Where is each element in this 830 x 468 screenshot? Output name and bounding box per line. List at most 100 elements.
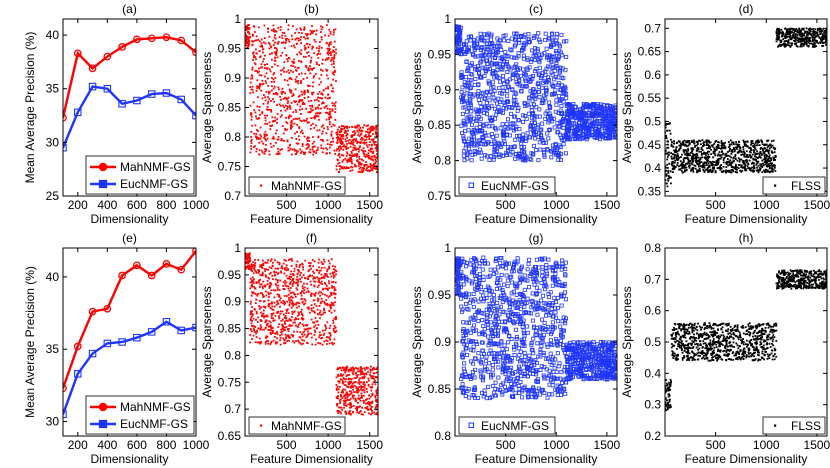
data-point — [328, 111, 331, 114]
data-point — [334, 118, 337, 121]
data-point — [782, 31, 784, 34]
data-point — [670, 155, 673, 158]
data-point — [275, 50, 278, 53]
data-point — [532, 132, 537, 137]
data-point — [519, 137, 524, 142]
data-point — [338, 138, 341, 141]
data-point — [259, 45, 262, 48]
data-point — [820, 29, 823, 32]
y-tick-label: 0.7 — [224, 189, 241, 203]
data-point — [258, 87, 261, 90]
data-point — [665, 134, 668, 137]
data-point — [276, 104, 278, 106]
data-point — [510, 76, 515, 81]
data-point — [286, 140, 289, 143]
data-point — [784, 45, 786, 48]
data-point — [814, 36, 816, 39]
data-point — [692, 170, 695, 173]
data-point — [560, 83, 565, 88]
data-point — [806, 44, 809, 47]
data-point — [330, 116, 333, 119]
data-point — [290, 91, 293, 94]
data-point — [370, 158, 373, 161]
data-point — [255, 133, 258, 135]
data-point — [679, 142, 682, 145]
data-point — [276, 337, 278, 340]
data-point — [370, 144, 373, 147]
data-point — [769, 144, 772, 147]
data-point — [500, 54, 505, 59]
data-point — [365, 144, 368, 147]
data-point — [258, 50, 261, 53]
data-point — [720, 147, 723, 150]
data-point — [694, 164, 697, 167]
data-point — [333, 40, 336, 43]
data-point — [296, 103, 299, 106]
data-point — [118, 99, 126, 108]
data-point — [375, 156, 377, 159]
data-point — [318, 112, 321, 115]
data-point — [577, 131, 582, 136]
data-point — [325, 339, 328, 342]
data-point — [725, 171, 728, 174]
data-point — [543, 96, 548, 101]
data-point — [295, 318, 298, 320]
data-point — [803, 42, 806, 45]
data-point — [257, 136, 260, 139]
data-point — [537, 95, 542, 100]
data-point — [767, 144, 770, 147]
data-point — [252, 146, 255, 149]
data-point — [326, 270, 329, 273]
data-point — [324, 96, 327, 99]
data-point — [340, 125, 343, 128]
data-point — [372, 165, 375, 168]
data-point — [470, 152, 475, 157]
data-point — [586, 127, 591, 132]
data-point — [334, 101, 337, 104]
data-point — [333, 50, 336, 53]
data-point — [289, 325, 292, 327]
x-tick-label: 1500 — [356, 198, 383, 212]
data-point — [276, 64, 279, 67]
data-point — [670, 145, 673, 147]
data-point — [249, 259, 252, 261]
data-point — [250, 136, 253, 138]
data-point — [293, 100, 296, 103]
data-point — [268, 90, 271, 93]
data-point — [246, 31, 249, 34]
data-point — [794, 36, 796, 38]
data-point — [691, 163, 694, 166]
data-point — [285, 281, 288, 284]
data-point — [722, 165, 725, 168]
data-point — [318, 269, 321, 272]
data-point — [254, 135, 257, 138]
data-point — [468, 117, 473, 122]
data-point — [118, 338, 126, 346]
data-point — [528, 123, 533, 128]
data-point — [782, 33, 785, 36]
y-axis-label: Average Sparseness — [410, 52, 424, 163]
data-point — [760, 139, 763, 142]
data-point — [743, 155, 746, 158]
data-point — [781, 43, 784, 46]
data-point — [332, 78, 335, 81]
data-point — [808, 31, 811, 34]
data-point — [330, 59, 333, 61]
data-point — [273, 30, 276, 33]
data-point — [753, 143, 756, 146]
data-point — [343, 144, 346, 147]
data-point — [811, 45, 814, 48]
data-point — [267, 342, 270, 345]
data-point — [301, 129, 303, 132]
data-point — [283, 32, 286, 34]
data-point — [364, 150, 367, 153]
data-point — [775, 40, 778, 43]
data-point — [790, 27, 793, 30]
data-point — [285, 309, 288, 312]
data-point — [694, 145, 696, 147]
data-point — [302, 101, 304, 104]
data-point — [259, 133, 262, 136]
data-point — [333, 71, 336, 73]
data-point — [512, 94, 517, 99]
data-point — [305, 42, 308, 45]
